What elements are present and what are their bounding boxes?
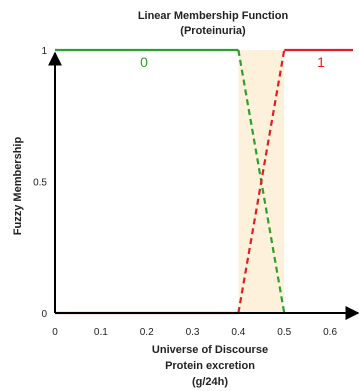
x-tick-label: 0.4 [231,327,245,338]
x-axis-label-line-3: (g/24h) [192,376,228,388]
x-tick-label: 0 [52,327,58,338]
x-axis-label-line-1: Universe of Discourse [152,344,268,356]
y-tick-labels: 00.51 [33,46,47,320]
x-axis-label-line-2: Protein excretion [165,360,255,372]
set-label-1: 1 [317,54,325,70]
x-tick-label: 0.2 [140,327,154,338]
chart-title-line-2: (Proteinuria) [180,25,246,37]
y-tick-label: 0 [41,309,47,320]
series-1-segment-1 [237,49,286,314]
x-tick-labels: 0 0.1 0.2 0.3 0.4 0.5 0.6 [52,327,337,338]
chart-title-line-1: Linear Membership Function [138,10,289,22]
series-1 [55,48,353,315]
y-axis-label: Fuzzy Membership [12,137,24,236]
x-tick-label: 0.3 [186,327,200,338]
y-tick-label: 0.5 [33,178,47,189]
x-tick-label: 0.5 [277,327,291,338]
y-tick-label: 1 [41,46,47,57]
x-tick-label: 0.1 [94,327,108,338]
set-label-0: 0 [140,54,148,70]
x-tick-label: 0.6 [323,327,337,338]
